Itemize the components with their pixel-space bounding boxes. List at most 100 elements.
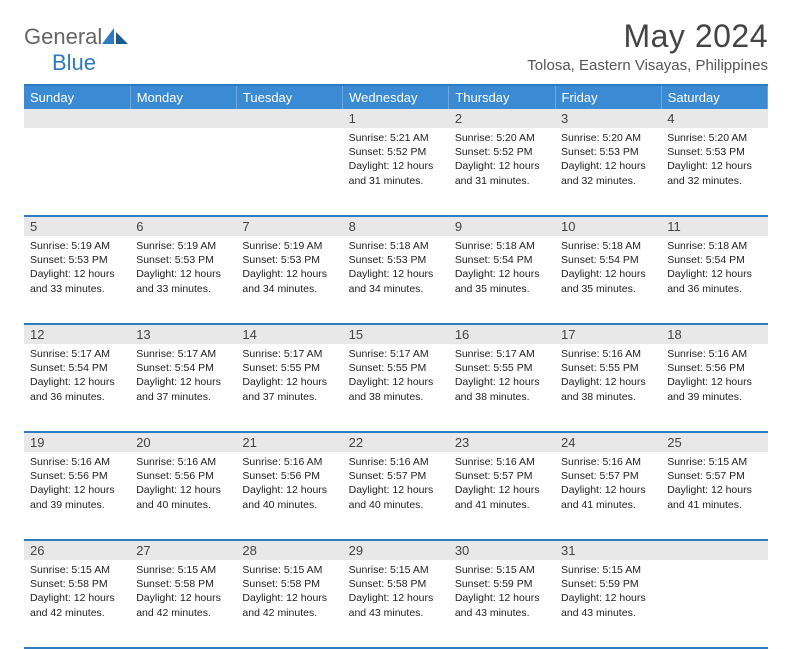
day-info: Sunrise: 5:18 AMSunset: 5:54 PMDaylight:… [555, 236, 661, 299]
day-cell: Sunrise: 5:18 AMSunset: 5:53 PMDaylight:… [343, 236, 449, 324]
day-cell: Sunrise: 5:17 AMSunset: 5:55 PMDaylight:… [236, 344, 342, 432]
weekday-header-row: SundayMondayTuesdayWednesdayThursdayFrid… [24, 85, 768, 109]
day-info: Sunrise: 5:21 AMSunset: 5:52 PMDaylight:… [343, 128, 449, 191]
day-number: 23 [449, 433, 555, 452]
day-info: Sunrise: 5:15 AMSunset: 5:58 PMDaylight:… [24, 560, 130, 623]
weekday-header: Saturday [661, 85, 767, 109]
day-number: 25 [661, 433, 767, 452]
day-number: 15 [343, 325, 449, 344]
day-info: Sunrise: 5:16 AMSunset: 5:56 PMDaylight:… [130, 452, 236, 515]
month-title: May 2024 [527, 18, 768, 55]
day-info: Sunrise: 5:16 AMSunset: 5:56 PMDaylight:… [661, 344, 767, 407]
day-content-row: Sunrise: 5:19 AMSunset: 5:53 PMDaylight:… [24, 236, 768, 324]
day-cell: Sunrise: 5:18 AMSunset: 5:54 PMDaylight:… [661, 236, 767, 324]
day-number: 21 [236, 433, 342, 452]
day-number: 20 [130, 433, 236, 452]
day-number: 28 [236, 541, 342, 560]
day-info: Sunrise: 5:17 AMSunset: 5:55 PMDaylight:… [343, 344, 449, 407]
day-info: Sunrise: 5:20 AMSunset: 5:52 PMDaylight:… [449, 128, 555, 191]
calendar-table: SundayMondayTuesdayWednesdayThursdayFrid… [24, 84, 768, 649]
day-cell: Sunrise: 5:19 AMSunset: 5:53 PMDaylight:… [130, 236, 236, 324]
day-info: Sunrise: 5:15 AMSunset: 5:57 PMDaylight:… [661, 452, 767, 515]
day-cell: Sunrise: 5:16 AMSunset: 5:57 PMDaylight:… [555, 452, 661, 540]
day-number: 14 [236, 325, 342, 344]
day-cell: Sunrise: 5:16 AMSunset: 5:55 PMDaylight:… [555, 344, 661, 432]
day-number [661, 541, 767, 560]
day-cell: Sunrise: 5:15 AMSunset: 5:59 PMDaylight:… [449, 560, 555, 648]
day-info: Sunrise: 5:20 AMSunset: 5:53 PMDaylight:… [661, 128, 767, 191]
day-number: 11 [661, 217, 767, 236]
day-number: 9 [449, 217, 555, 236]
logo-text: General Blue [24, 24, 128, 76]
day-content-row: Sunrise: 5:16 AMSunset: 5:56 PMDaylight:… [24, 452, 768, 540]
logo-sail-icon [102, 28, 128, 44]
day-info: Sunrise: 5:15 AMSunset: 5:58 PMDaylight:… [130, 560, 236, 623]
day-cell [236, 128, 342, 216]
day-number: 18 [661, 325, 767, 344]
day-info: Sunrise: 5:15 AMSunset: 5:58 PMDaylight:… [343, 560, 449, 623]
weekday-header: Monday [130, 85, 236, 109]
day-cell: Sunrise: 5:20 AMSunset: 5:52 PMDaylight:… [449, 128, 555, 216]
day-cell: Sunrise: 5:20 AMSunset: 5:53 PMDaylight:… [555, 128, 661, 216]
day-info: Sunrise: 5:17 AMSunset: 5:55 PMDaylight:… [449, 344, 555, 407]
weekday-header: Thursday [449, 85, 555, 109]
day-cell: Sunrise: 5:15 AMSunset: 5:59 PMDaylight:… [555, 560, 661, 648]
day-number-row: 262728293031 [24, 540, 768, 560]
day-info: Sunrise: 5:16 AMSunset: 5:57 PMDaylight:… [343, 452, 449, 515]
day-cell: Sunrise: 5:15 AMSunset: 5:58 PMDaylight:… [343, 560, 449, 648]
day-cell: Sunrise: 5:20 AMSunset: 5:53 PMDaylight:… [661, 128, 767, 216]
day-number: 2 [449, 109, 555, 128]
logo: General Blue [24, 24, 128, 76]
day-info: Sunrise: 5:16 AMSunset: 5:55 PMDaylight:… [555, 344, 661, 407]
day-cell: Sunrise: 5:21 AMSunset: 5:52 PMDaylight:… [343, 128, 449, 216]
day-cell: Sunrise: 5:17 AMSunset: 5:54 PMDaylight:… [24, 344, 130, 432]
day-number: 22 [343, 433, 449, 452]
day-content-row: Sunrise: 5:17 AMSunset: 5:54 PMDaylight:… [24, 344, 768, 432]
day-cell: Sunrise: 5:17 AMSunset: 5:55 PMDaylight:… [343, 344, 449, 432]
day-number: 1 [343, 109, 449, 128]
day-number [24, 109, 130, 128]
day-info: Sunrise: 5:17 AMSunset: 5:55 PMDaylight:… [236, 344, 342, 407]
day-cell [130, 128, 236, 216]
weekday-header: Friday [555, 85, 661, 109]
day-cell: Sunrise: 5:15 AMSunset: 5:58 PMDaylight:… [130, 560, 236, 648]
day-info: Sunrise: 5:19 AMSunset: 5:53 PMDaylight:… [236, 236, 342, 299]
weekday-header: Sunday [24, 85, 130, 109]
day-number: 7 [236, 217, 342, 236]
day-info: Sunrise: 5:16 AMSunset: 5:57 PMDaylight:… [555, 452, 661, 515]
day-cell: Sunrise: 5:18 AMSunset: 5:54 PMDaylight:… [555, 236, 661, 324]
day-content-row: Sunrise: 5:15 AMSunset: 5:58 PMDaylight:… [24, 560, 768, 648]
day-number: 13 [130, 325, 236, 344]
day-number: 19 [24, 433, 130, 452]
day-number: 24 [555, 433, 661, 452]
day-cell: Sunrise: 5:15 AMSunset: 5:58 PMDaylight:… [236, 560, 342, 648]
title-block: May 2024 Tolosa, Eastern Visayas, Philip… [527, 18, 768, 74]
day-content-row: Sunrise: 5:21 AMSunset: 5:52 PMDaylight:… [24, 128, 768, 216]
day-number: 5 [24, 217, 130, 236]
day-number: 16 [449, 325, 555, 344]
day-info: Sunrise: 5:19 AMSunset: 5:53 PMDaylight:… [130, 236, 236, 299]
day-info: Sunrise: 5:19 AMSunset: 5:53 PMDaylight:… [24, 236, 130, 299]
day-info: Sunrise: 5:15 AMSunset: 5:59 PMDaylight:… [449, 560, 555, 623]
day-number: 27 [130, 541, 236, 560]
day-number: 10 [555, 217, 661, 236]
day-number: 26 [24, 541, 130, 560]
day-number: 30 [449, 541, 555, 560]
day-number: 17 [555, 325, 661, 344]
logo-text-1: General [24, 24, 102, 49]
day-cell: Sunrise: 5:15 AMSunset: 5:58 PMDaylight:… [24, 560, 130, 648]
day-number: 4 [661, 109, 767, 128]
day-cell: Sunrise: 5:15 AMSunset: 5:57 PMDaylight:… [661, 452, 767, 540]
day-cell: Sunrise: 5:17 AMSunset: 5:55 PMDaylight:… [449, 344, 555, 432]
day-cell: Sunrise: 5:16 AMSunset: 5:56 PMDaylight:… [661, 344, 767, 432]
day-number-row: 1234 [24, 109, 768, 128]
day-number: 6 [130, 217, 236, 236]
day-number-row: 12131415161718 [24, 324, 768, 344]
day-cell: Sunrise: 5:16 AMSunset: 5:56 PMDaylight:… [24, 452, 130, 540]
day-info: Sunrise: 5:20 AMSunset: 5:53 PMDaylight:… [555, 128, 661, 191]
day-number: 3 [555, 109, 661, 128]
day-number: 29 [343, 541, 449, 560]
day-cell: Sunrise: 5:19 AMSunset: 5:53 PMDaylight:… [24, 236, 130, 324]
day-number-row: 567891011 [24, 216, 768, 236]
header: General Blue May 2024 Tolosa, Eastern Vi… [24, 18, 768, 76]
